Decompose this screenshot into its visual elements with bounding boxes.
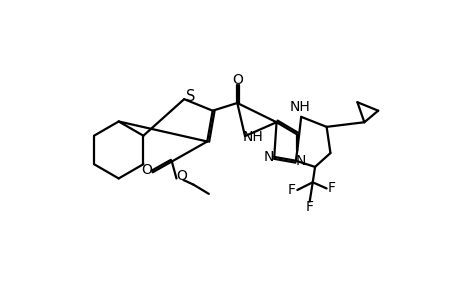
Text: F: F xyxy=(287,183,295,197)
Text: N: N xyxy=(263,150,274,164)
Text: F: F xyxy=(327,182,335,196)
Text: O: O xyxy=(231,73,242,87)
Text: NH: NH xyxy=(242,130,263,144)
Text: O: O xyxy=(141,163,151,177)
Text: N: N xyxy=(296,154,306,168)
Text: S: S xyxy=(185,88,195,104)
Text: NH: NH xyxy=(289,100,309,114)
Text: F: F xyxy=(305,200,313,214)
Text: O: O xyxy=(176,169,187,183)
